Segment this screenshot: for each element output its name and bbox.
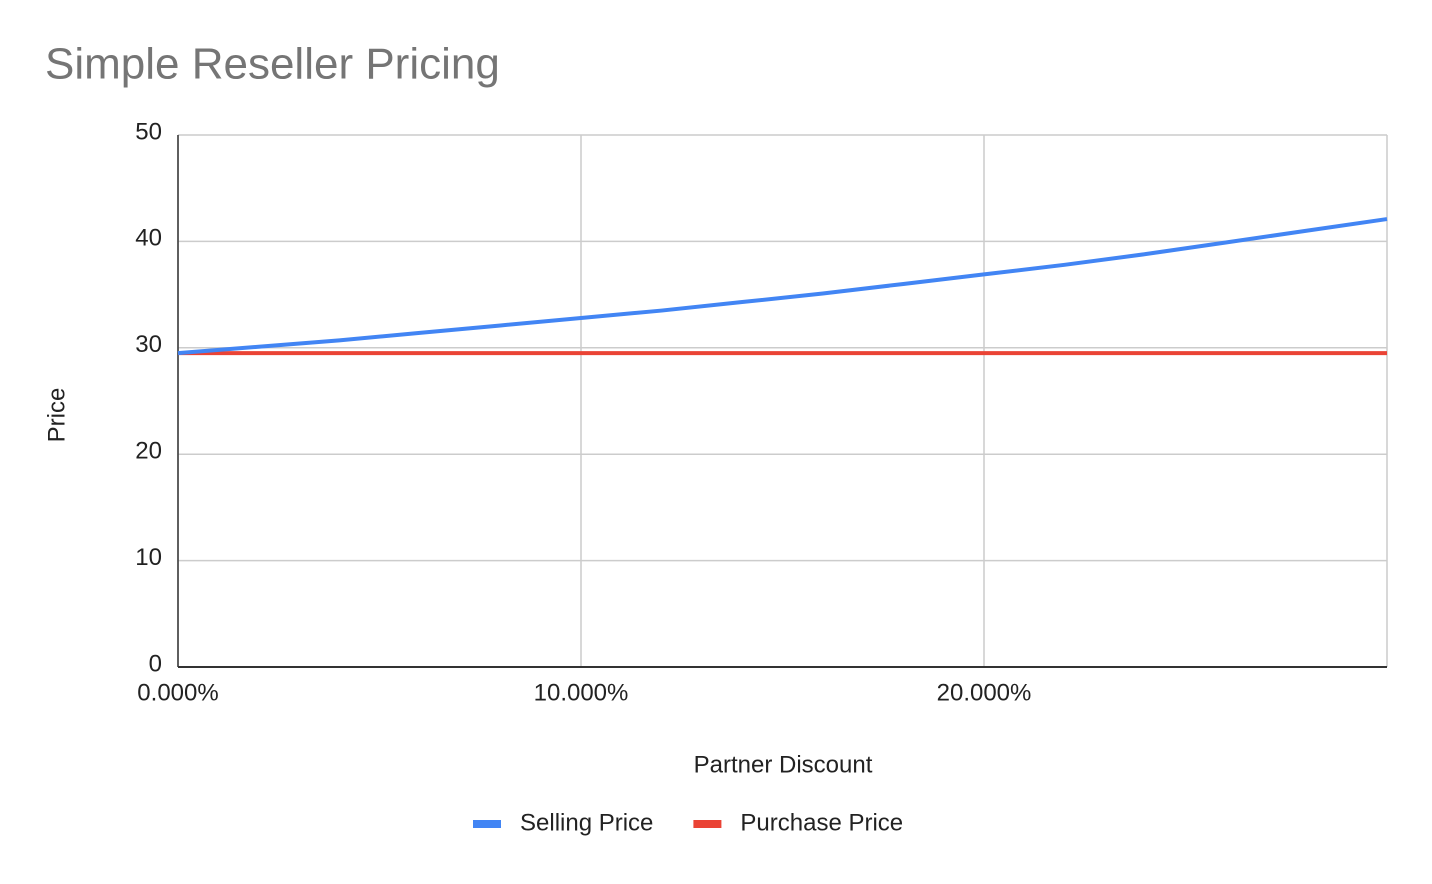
chart-title: Simple Reseller Pricing	[45, 40, 500, 89]
y-tick-label: 0	[149, 650, 162, 677]
y-tick-label: 10	[135, 544, 162, 571]
y-tick-label: 50	[135, 118, 162, 145]
y-tick-label: 40	[135, 225, 162, 252]
legend-label: Selling Price	[520, 809, 653, 836]
series-line	[177, 217, 1388, 356]
x-tick-label: 0.000%	[137, 679, 218, 706]
x-tick-label: 10.000%	[534, 679, 629, 706]
x-axis-title: Partner Discount	[694, 751, 873, 778]
legend-label: Purchase Price	[740, 809, 903, 836]
y-tick-label: 30	[135, 331, 162, 358]
y-tick-label: 20	[135, 438, 162, 465]
y-axis-title: Price	[43, 388, 70, 443]
legend-swatch	[473, 820, 501, 828]
legend-swatch	[693, 820, 722, 828]
x-tick-label: 20.000%	[937, 679, 1032, 706]
